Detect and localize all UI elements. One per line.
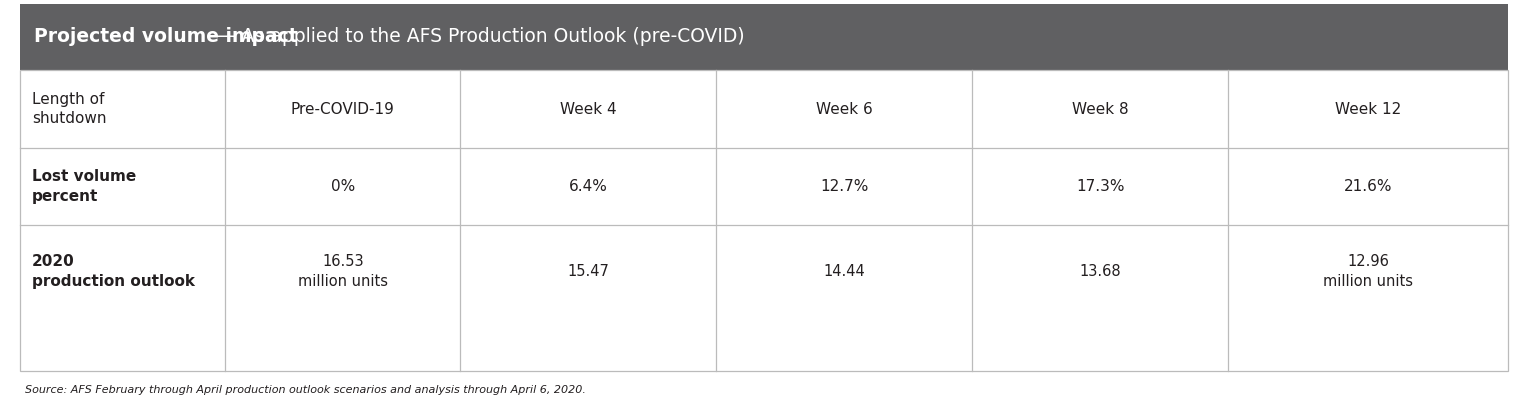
Text: Week 6: Week 6 bbox=[816, 102, 872, 117]
Text: Week 8: Week 8 bbox=[1073, 102, 1129, 117]
Text: 6.4%: 6.4% bbox=[568, 179, 608, 194]
Text: 12.7%: 12.7% bbox=[821, 179, 868, 194]
Text: — As applied to the AFS Production Outlook (pre-COVID): — As applied to the AFS Production Outlo… bbox=[211, 28, 744, 46]
Text: Week 4: Week 4 bbox=[561, 102, 617, 117]
Text: Source: AFS February through April production outlook scenarios and analysis thr: Source: AFS February through April produ… bbox=[24, 385, 585, 395]
Text: 12.96
million units: 12.96 million units bbox=[1323, 254, 1413, 289]
Text: Projected volume impact: Projected volume impact bbox=[34, 28, 298, 46]
Text: 0%: 0% bbox=[330, 179, 354, 194]
Text: Lost volume
percent: Lost volume percent bbox=[32, 169, 136, 204]
Bar bbox=[20, 4, 1508, 70]
Text: 16.53
million units: 16.53 million units bbox=[298, 254, 388, 289]
Text: Length of
shutdown: Length of shutdown bbox=[32, 92, 107, 126]
Bar bbox=[20, 70, 1508, 371]
Text: Pre-COVID-19: Pre-COVID-19 bbox=[290, 102, 394, 117]
Text: 2020
production outlook: 2020 production outlook bbox=[32, 254, 196, 289]
Text: 17.3%: 17.3% bbox=[1076, 179, 1125, 194]
Text: 21.6%: 21.6% bbox=[1345, 179, 1392, 194]
Text: 15.47: 15.47 bbox=[567, 264, 610, 279]
Text: 14.44: 14.44 bbox=[824, 264, 865, 279]
Text: 13.68: 13.68 bbox=[1080, 264, 1122, 279]
Text: Week 12: Week 12 bbox=[1335, 102, 1401, 117]
